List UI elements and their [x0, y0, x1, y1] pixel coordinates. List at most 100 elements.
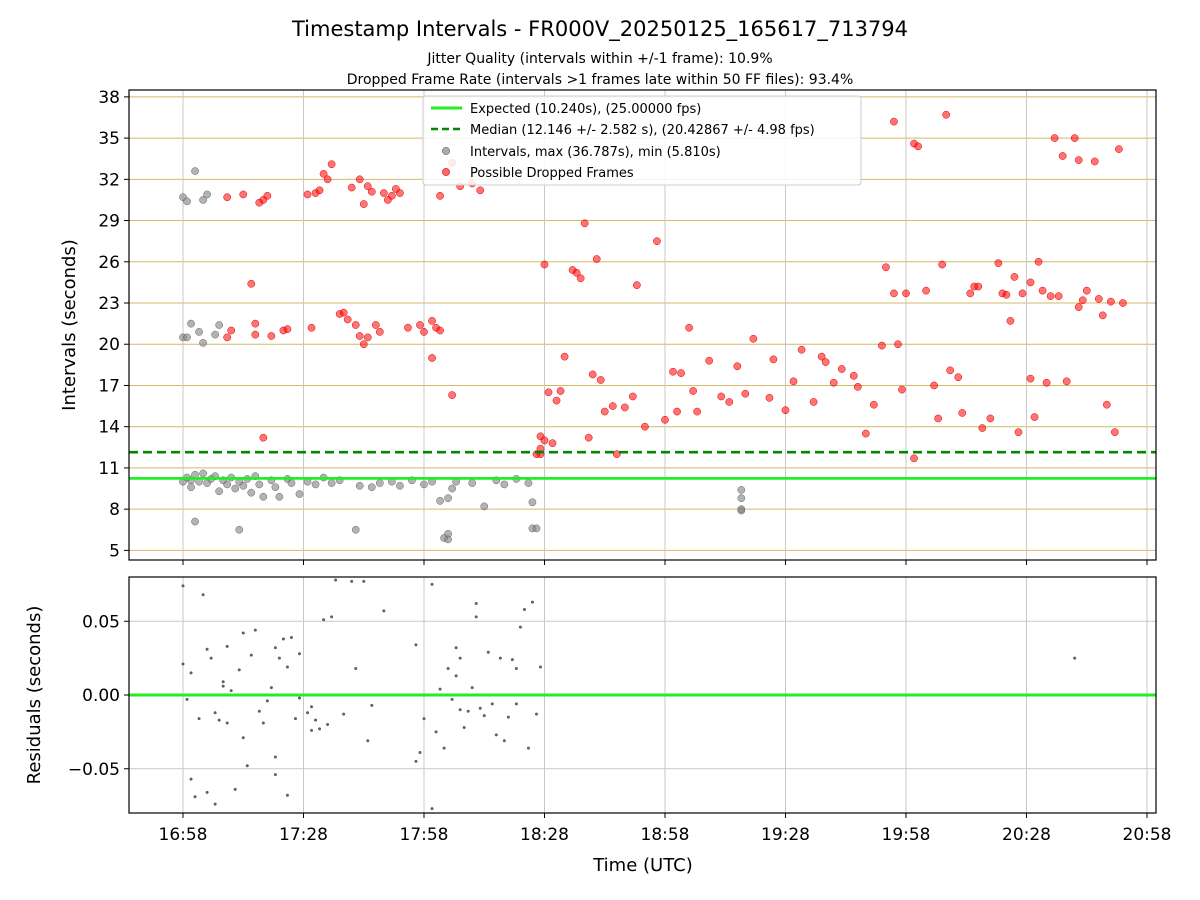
dropped-frame-point	[540, 260, 549, 269]
y-tick-label: 29	[98, 212, 120, 232]
interval-point	[191, 167, 199, 175]
dropped-frame-point	[476, 186, 485, 195]
x-tick-label: 19:58	[882, 825, 931, 845]
dropped-frame-point	[315, 186, 324, 195]
dropped-frame-point	[653, 237, 661, 246]
residual-point	[486, 650, 490, 654]
residual-point	[422, 717, 426, 721]
residual-point	[482, 714, 486, 718]
dropped-frame-point	[749, 334, 758, 343]
dropped-frame-point	[608, 402, 617, 410]
interval-point	[532, 524, 541, 533]
dropped-frame-point	[1026, 374, 1035, 383]
residual-point	[289, 635, 293, 639]
dropped-frame-point	[355, 332, 364, 340]
dropped-frame-point	[548, 439, 557, 448]
residual-point	[534, 712, 538, 716]
dropped-frame-point	[693, 407, 701, 416]
interval-point	[396, 481, 404, 490]
dropped-frame-point	[1014, 428, 1023, 437]
dropped-frame-point	[741, 389, 750, 398]
dropped-frame-point	[267, 332, 276, 340]
residual-point	[285, 665, 289, 669]
dropped-frame-point	[902, 289, 910, 298]
dropped-frame-point	[259, 433, 268, 442]
intervals-x-ticks	[182, 560, 1148, 565]
residual-point	[478, 706, 482, 710]
y-tick-label: 0.00	[82, 686, 120, 706]
dropped-frame-point	[404, 323, 412, 332]
residual-point	[181, 584, 185, 588]
interval-point	[468, 479, 477, 487]
dropped-frame-point	[1082, 286, 1091, 295]
dropped-frame-point	[1054, 292, 1063, 300]
intervals-grid	[129, 90, 1156, 560]
dropped-frame-point	[552, 396, 561, 405]
residual-point	[197, 717, 201, 721]
residuals-y-axis-label: Residuals (seconds)	[24, 606, 45, 785]
dropped-frame-point	[396, 189, 404, 197]
residual-point	[1073, 656, 1077, 660]
dropped-frame-point	[717, 392, 726, 401]
residual-point	[310, 705, 314, 709]
x-tick-label: 18:58	[641, 825, 690, 845]
dropped-frame-point	[861, 429, 870, 438]
residual-point	[382, 609, 386, 613]
residual-point	[310, 728, 314, 732]
residual-point	[518, 625, 522, 629]
dropped-frame-point	[817, 352, 826, 361]
residual-point	[249, 653, 253, 657]
x-tick-label: 20:28	[1002, 825, 1051, 845]
x-tick-label: 17:28	[279, 825, 328, 845]
chart-title: Timestamp Intervals - FR000V_20250125_16…	[291, 17, 908, 42]
interval-point	[183, 197, 191, 206]
residual-point	[522, 607, 526, 611]
legend-dropped-marker	[442, 168, 450, 176]
dropped-frame-point	[620, 403, 629, 412]
dropped-frame-point	[588, 370, 597, 379]
interval-point	[199, 469, 207, 478]
dropped-frame-point	[1018, 289, 1027, 298]
dropped-frame-point	[1046, 292, 1055, 300]
interval-point	[420, 480, 428, 489]
dropped-frame-point	[978, 424, 987, 432]
intervals-y-ticks: 5 8 11 14 17 20 23 26 29 32 35 38	[98, 88, 129, 561]
residual-point	[510, 658, 514, 662]
dropped-frame-point	[436, 191, 444, 200]
dropped-frame-point	[379, 189, 388, 197]
legend-median-label: Median (12.146 +/- 2.582 s), (20.42867 +…	[470, 123, 815, 138]
dropped-frame-point	[890, 117, 898, 126]
residual-point	[454, 646, 458, 650]
residual-point	[494, 733, 498, 737]
residual-point	[281, 637, 285, 641]
dropped-frame-point	[1034, 257, 1043, 266]
dropped-frame-point	[853, 382, 862, 391]
residual-point	[506, 715, 510, 719]
intervals-plot-frame	[128, 89, 1157, 561]
dropped-frame-point	[223, 193, 232, 202]
interval-point	[183, 333, 191, 342]
dropped-frame-point	[689, 387, 697, 395]
residuals-plot: 0.050.00−0.05 16:58 17:28 17:58 18:28 18:58 1…	[24, 576, 1172, 876]
x-axis-label: Time (UTC)	[592, 855, 693, 876]
residual-point	[257, 709, 261, 713]
residual-point	[414, 643, 418, 647]
dropped-frame-point	[1119, 299, 1127, 307]
dropped-frame-point	[343, 315, 352, 324]
residual-point	[418, 751, 422, 755]
residual-point	[205, 790, 209, 794]
residual-point	[354, 666, 358, 670]
dropped-frame-point	[355, 175, 364, 184]
residual-point	[462, 725, 466, 729]
dropped-frame-point	[339, 308, 348, 317]
residual-point	[185, 697, 189, 701]
dropped-frame-point	[283, 325, 292, 333]
dropped-frame-point	[781, 406, 790, 415]
interval-point	[199, 339, 207, 347]
y-tick-label: 32	[98, 170, 120, 190]
dropped-frame-point	[1042, 378, 1051, 387]
dropped-frame-point	[633, 281, 641, 289]
residual-point	[334, 578, 338, 582]
dropped-frame-point	[910, 454, 918, 463]
residual-point	[213, 711, 217, 715]
